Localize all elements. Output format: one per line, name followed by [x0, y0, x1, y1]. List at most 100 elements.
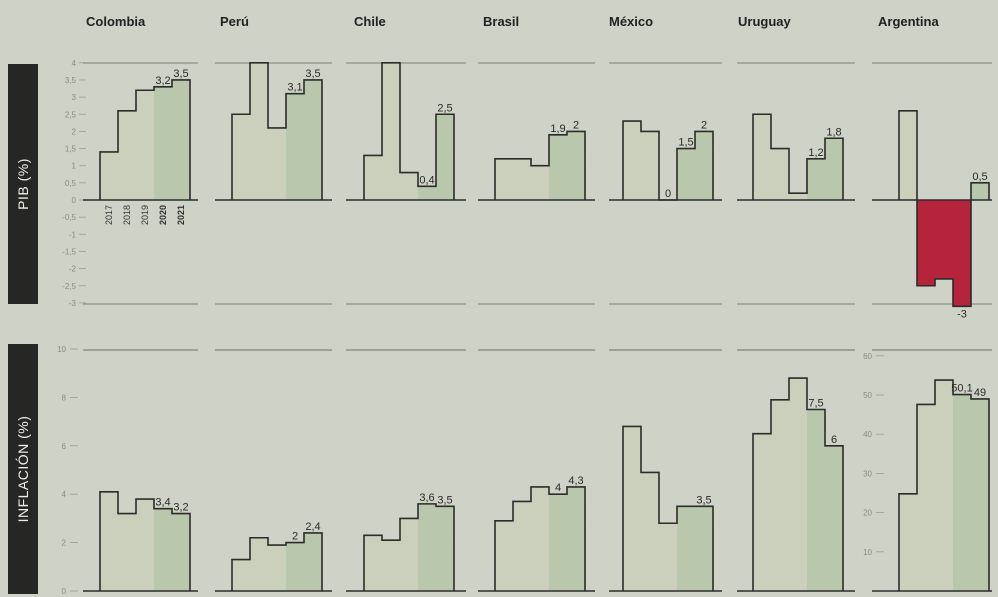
inflation-section-label: INFLACIÓN (%) — [8, 344, 38, 594]
year-label-2020: 2020 — [158, 205, 168, 225]
pib-mexico-bar-2021 — [695, 131, 713, 200]
inflation-brasil-value-label: 4 — [555, 482, 561, 494]
pib-argentina-outline — [898, 110, 990, 308]
pib-peru-bar-2018 — [250, 62, 268, 200]
year-label-2021: 2021 — [176, 205, 186, 225]
pib-brasil-value-label: 1,9 — [550, 123, 565, 135]
pib-tick-label: 4 — [72, 59, 77, 68]
inflation-colombia-outline — [99, 490, 191, 591]
pib-argentina-bar-2018 — [917, 200, 935, 286]
pib-uruguay-bar-2018 — [771, 148, 789, 200]
inflation-chile-bar-2020 — [418, 503, 436, 591]
pib-brasil-value-label: 2 — [573, 119, 579, 131]
inflation-brasil-bar-2019 — [531, 486, 549, 591]
country-title-colombia: Colombia — [86, 14, 146, 29]
argentina-inflation-tick-label: 40 — [863, 430, 872, 439]
pib-peru-value-label: 3,5 — [305, 68, 320, 80]
pib-colombia-bar-2017 — [100, 151, 118, 200]
inflation-mexico-bar-2017 — [623, 426, 641, 591]
inflation-argentina-value-label: 50,1 — [951, 383, 972, 395]
pib-chile-bar-2018 — [382, 62, 400, 200]
pib-brasil-bar-2021 — [567, 131, 585, 200]
inflation-tick-label: 0 — [62, 587, 67, 596]
pib-tick-label: -3 — [69, 299, 77, 308]
pib-uruguay-outline — [752, 113, 844, 200]
country-title-peru: Perú — [220, 14, 249, 29]
country-title-mexico: México — [609, 14, 654, 29]
pib-tick-label: 3 — [72, 93, 77, 102]
argentina-inflation-tick-label: 30 — [863, 469, 872, 478]
inflation-mexico-bar-2019 — [659, 523, 677, 591]
inflation-chile-bar-2018 — [382, 540, 400, 591]
pib-brasil-bar-2018 — [513, 158, 531, 200]
inflation-brasil-outline — [494, 486, 586, 591]
inflation-brasil-bar-2020 — [549, 494, 567, 591]
inflation-brasil-bar-2018 — [513, 501, 531, 591]
inflation-colombia-bar-2017 — [100, 491, 118, 591]
country-title-argentina: Argentina — [878, 14, 939, 29]
inflation-argentina-bar-2020 — [953, 394, 971, 591]
pib-mexico-bar-2017 — [623, 121, 641, 200]
pib-brasil-outline — [494, 130, 586, 200]
pib-tick-label: 2,5 — [65, 110, 77, 119]
inflation-chile-value-label: 3,6 — [419, 492, 434, 504]
pib-colombia-outline — [99, 79, 191, 200]
inflation-uruguay-value-label: 7,5 — [808, 398, 823, 410]
inflation-peru-value-label: 2 — [292, 531, 298, 543]
inflation-peru-bar-2017 — [232, 559, 250, 591]
pib-tick-label: -2 — [69, 265, 77, 274]
inflation-brasil-bar-2017 — [495, 520, 513, 591]
pib-uruguay-value-label: 1,2 — [808, 147, 823, 159]
pib-chile-value-label: 2,5 — [437, 102, 452, 114]
inflation-colombia-bar-2019 — [136, 499, 154, 591]
pib-argentina-bar-2020 — [953, 200, 971, 307]
year-label-2018: 2018 — [122, 205, 132, 225]
inflation-argentina-bar-2018 — [917, 404, 935, 591]
pib-chile-bar-2017 — [364, 155, 382, 200]
pib-argentina-value-label: -3 — [957, 308, 967, 320]
pib-peru-bar-2021 — [304, 79, 322, 200]
inflation-colombia-bar-2021 — [172, 513, 190, 591]
inflation-argentina-outline — [898, 379, 990, 591]
inflation-peru-bar-2019 — [268, 545, 286, 591]
pib-uruguay-bar-2021 — [825, 138, 843, 200]
pib-brasil-bar-2017 — [495, 158, 513, 200]
inflation-peru-bar-2018 — [250, 537, 268, 591]
pib-chile-bar-2021 — [436, 114, 454, 200]
inflation-chile-bar-2021 — [436, 506, 454, 591]
inflation-brasil-value-label: 4,3 — [568, 475, 583, 487]
inflation-uruguay-bar-2018 — [771, 399, 789, 591]
pib-mexico-value-label: 0 — [665, 188, 671, 200]
argentina-inflation-tick-label: 10 — [863, 548, 872, 557]
inflation-chile-value-label: 3,5 — [437, 494, 452, 506]
inflation-tick-label: 10 — [57, 345, 66, 354]
inflation-colombia-value-label: 3,2 — [173, 502, 188, 514]
pib-tick-label: -0,5 — [62, 213, 76, 222]
pib-peru-outline — [231, 62, 323, 200]
inflation-uruguay-value-label: 6 — [831, 434, 837, 446]
inflation-chile-bar-2019 — [400, 518, 418, 591]
year-label-2019: 2019 — [140, 205, 150, 225]
pib-tick-label: -1,5 — [62, 247, 76, 256]
pib-uruguay-bar-2019 — [789, 193, 807, 200]
inflation-chile-outline — [363, 503, 455, 591]
pib-tick-label: -2,5 — [62, 282, 76, 291]
country-title-uruguay: Uruguay — [738, 14, 791, 29]
pib-colombia-bar-2021 — [172, 79, 190, 200]
inflation-argentina-bar-2017 — [899, 493, 917, 591]
pib-tick-label: 0 — [72, 196, 77, 205]
pib-argentina-bar-2017 — [899, 110, 917, 200]
inflation-mexico-bar-2020 — [677, 506, 695, 591]
year-label-2017: 2017 — [104, 205, 114, 225]
pib-tick-label: 0,5 — [65, 179, 77, 188]
inflation-uruguay-bar-2017 — [753, 433, 771, 591]
argentina-inflation-tick-label: 20 — [863, 509, 872, 518]
inflation-brasil-bar-2021 — [567, 486, 585, 591]
pib-peru-value-label: 3,1 — [287, 82, 302, 94]
pib-colombia-bar-2018 — [118, 110, 136, 200]
inflation-peru-outline — [231, 532, 323, 591]
inflation-chile-bar-2017 — [364, 535, 382, 591]
pib-brasil-bar-2020 — [549, 134, 567, 200]
pib-mexico-value-label: 1,5 — [678, 137, 693, 149]
